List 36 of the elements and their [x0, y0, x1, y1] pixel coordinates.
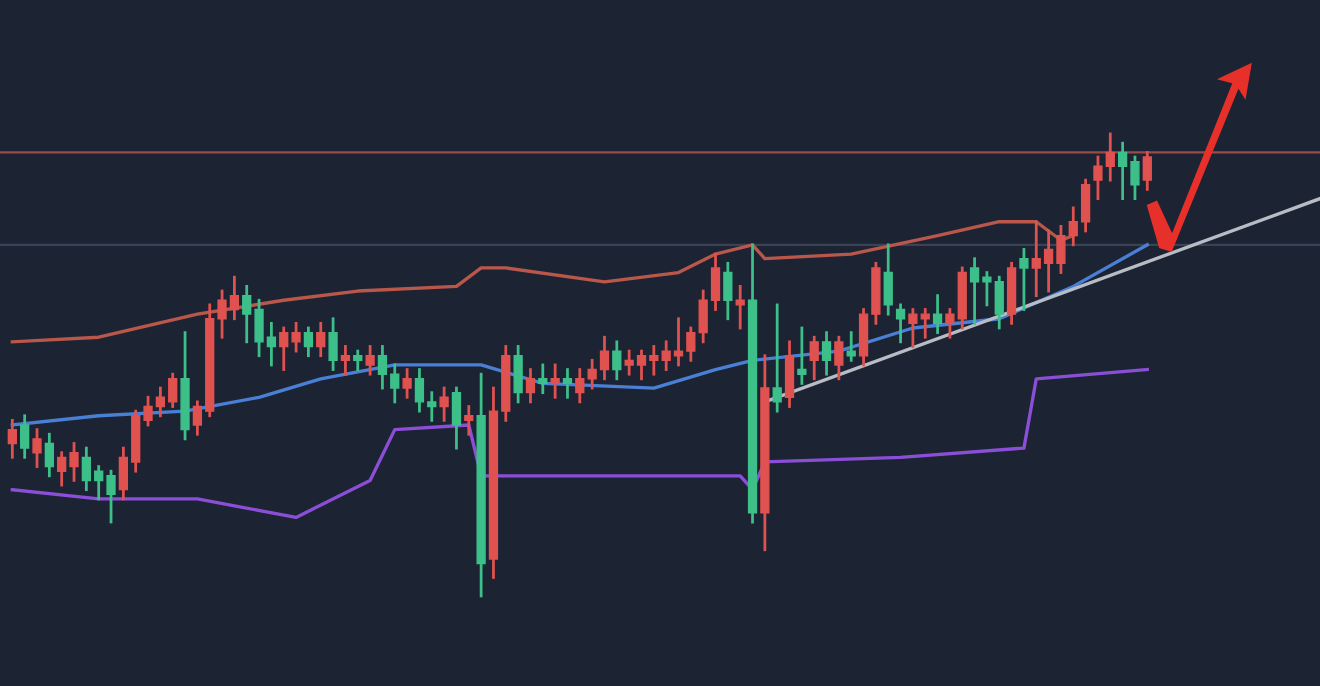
- candlestick: [464, 405, 474, 436]
- candlestick: [772, 303, 782, 413]
- candlestick: [809, 335, 819, 381]
- candlestick: [575, 368, 585, 404]
- candlestick: [1142, 151, 1152, 191]
- candlestick: [20, 414, 30, 459]
- candlestick: [612, 340, 622, 381]
- candlestick: [340, 345, 351, 376]
- candlestick: [513, 345, 523, 404]
- candlestick: [402, 368, 412, 399]
- candlestick: [1006, 261, 1017, 325]
- candlestick: [353, 349, 363, 371]
- candlestick: [846, 331, 856, 362]
- candlestick: [32, 428, 42, 468]
- candlestick: [316, 321, 326, 358]
- candlestick: [735, 285, 745, 330]
- candlestick: [834, 335, 844, 381]
- candlestick: [451, 386, 462, 450]
- candlestick: [883, 243, 893, 316]
- candlestick: [7, 418, 17, 459]
- candlestick: [328, 317, 338, 371]
- candlestick: [723, 261, 733, 321]
- candlestick: [562, 368, 573, 399]
- candlestick: [303, 326, 314, 358]
- candlestick: [365, 345, 375, 376]
- candlestick: [538, 363, 548, 395]
- candlestick: [797, 326, 807, 385]
- candlestick: [525, 368, 536, 404]
- candlestick: [44, 432, 54, 478]
- candlestick: [821, 331, 832, 376]
- candlestick: [784, 340, 795, 408]
- candlestick: [550, 363, 560, 399]
- candlestick: [439, 386, 449, 422]
- candlestick: [1019, 248, 1029, 311]
- candlestick: [932, 294, 943, 334]
- candlestick: [895, 303, 906, 344]
